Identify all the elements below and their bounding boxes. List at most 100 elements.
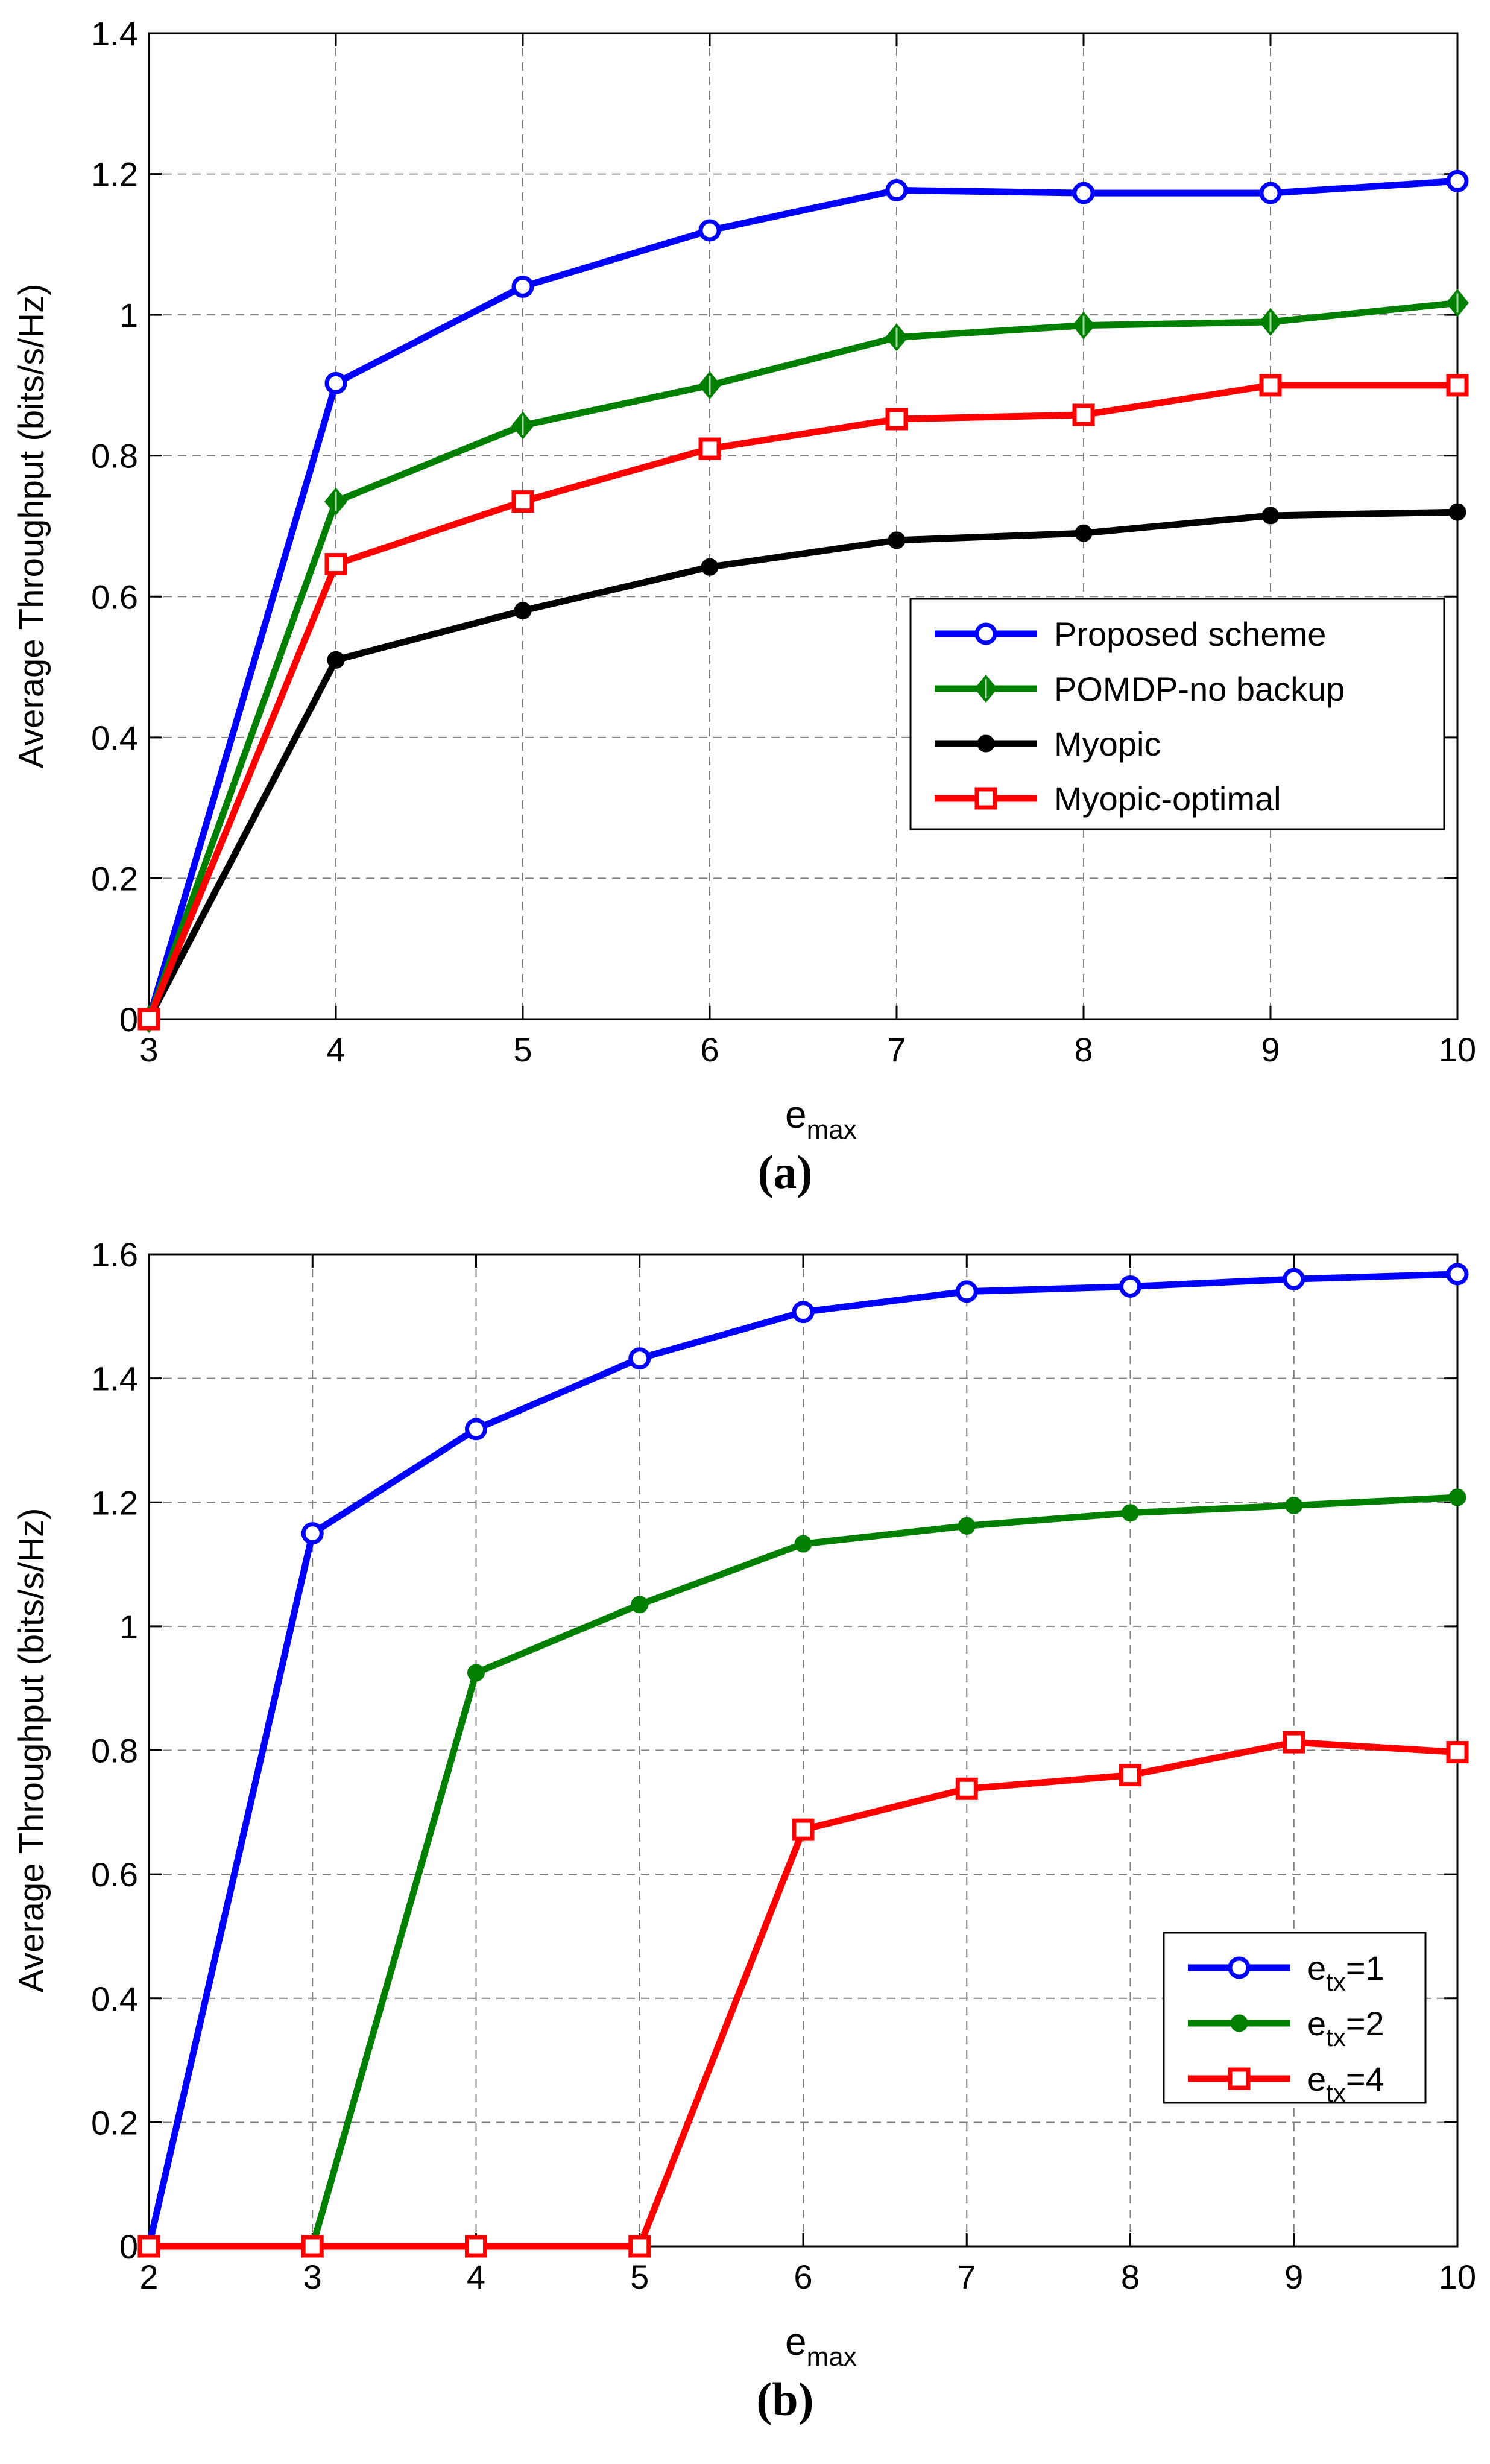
data-point	[1283, 1731, 1305, 1754]
x-tick-label: 9	[1261, 1031, 1280, 1069]
data-point	[511, 275, 534, 298]
x-tick-label: 8	[1074, 1031, 1093, 1069]
data-point	[1119, 1275, 1141, 1298]
data-point	[467, 1664, 485, 1682]
data-point	[1448, 503, 1466, 521]
legend-marker	[1228, 2067, 1251, 2090]
x-tick-label: 4	[326, 1031, 345, 1069]
x-axis-title-sub: max	[807, 2342, 857, 2372]
data-point	[955, 1777, 978, 1800]
y-tick-label: 0.6	[91, 1856, 138, 1894]
legend-marker	[977, 734, 995, 753]
panel-b: 2 3 4 5 6 7 8 9 10 0 0.2 0.4 0.6 0.8 1 1.2 1.4 1.6 Average…	[12, 1236, 1476, 2425]
data-point	[327, 651, 345, 669]
series-2	[140, 1488, 1466, 2255]
data-point	[701, 558, 719, 576]
y-axis-title: Average Throughput (bits/s/Hz)	[12, 284, 51, 769]
data-point	[1446, 169, 1469, 192]
data-point	[1285, 1496, 1303, 1514]
y-tick-label: 0.8	[91, 437, 138, 475]
data-point	[301, 1522, 324, 1545]
data-point	[1259, 182, 1282, 204]
data-point	[885, 178, 908, 201]
y-tick-label: 0.2	[91, 2103, 138, 2141]
x-axis-title: emax	[785, 1093, 857, 1145]
y-tick-label: 1.6	[91, 1236, 138, 1274]
data-point	[301, 2235, 324, 2258]
panel-caption: (a)	[758, 1146, 813, 1198]
axes-frame	[148, 32, 1459, 1020]
data-point	[1259, 374, 1282, 397]
data-point	[698, 219, 721, 242]
data-point	[511, 490, 534, 513]
data-point	[1072, 182, 1095, 204]
y-tick-label: 0.4	[91, 1980, 138, 2018]
x-tick-label: 3	[139, 1031, 158, 1069]
legend-box	[909, 598, 1445, 830]
series-3	[137, 1731, 1469, 2258]
y-tick-label: 1.2	[91, 1483, 138, 1521]
data-point	[698, 437, 721, 460]
data-point	[885, 408, 908, 431]
data-point	[1075, 524, 1093, 542]
data-point	[628, 1347, 651, 1370]
x-tick-label: 10	[1439, 2258, 1476, 2296]
data-point	[1119, 1764, 1141, 1787]
x-tick-label: 7	[958, 2258, 976, 2296]
x-tick-label: 3	[303, 2258, 322, 2296]
data-point	[1446, 374, 1469, 397]
series-line	[145, 382, 1457, 1021]
data-point	[1448, 1488, 1466, 1506]
x-tick-label: 5	[513, 1031, 532, 1069]
legend-label: Proposed scheme	[1054, 615, 1326, 653]
data-point	[628, 2235, 651, 2258]
legend-marker	[1228, 1956, 1251, 1979]
legend-marker	[1230, 2014, 1248, 2032]
data-point	[1446, 1741, 1469, 1764]
y-tick-label: 1	[119, 296, 138, 334]
data-point	[137, 1008, 160, 1031]
y-tick-label: 0	[119, 1000, 138, 1038]
x-tick-label: 8	[1121, 2258, 1140, 2296]
data-point	[631, 1596, 649, 1614]
data-point	[955, 1280, 978, 1303]
x-tick-label: 9	[1284, 2258, 1303, 2296]
data-point	[324, 371, 347, 394]
y-tick-label: 0.4	[91, 719, 138, 757]
x-tick-label: 4	[467, 2258, 485, 2296]
x-axis-title-sub: max	[807, 1115, 857, 1145]
data-point	[465, 2235, 487, 2258]
data-point	[1072, 403, 1095, 426]
series-line	[145, 299, 1458, 1020]
x-axis-title: emax	[785, 2320, 857, 2372]
x-tick-label: 10	[1439, 1031, 1476, 1069]
legend: Proposed scheme POMDP-no backup Myopic Myop…	[909, 598, 1445, 830]
legend-box	[1163, 1932, 1427, 2104]
y-tick-label: 0.8	[91, 1732, 138, 1770]
x-tick-label: 2	[139, 2258, 158, 2296]
y-tick-label: 0.2	[91, 859, 138, 897]
legend-label: Myopic	[1054, 725, 1161, 763]
data-point	[888, 531, 906, 549]
y-tick-label: 1.4	[91, 14, 138, 52]
data-point	[1122, 1504, 1139, 1522]
panel-a: 3 4 5 6 7 8 9 10 0 0.2 0.4 0.6 0.8 1 1.2 1.4 Average Thr…	[12, 14, 1476, 1198]
panel-caption: (b)	[756, 2373, 813, 2425]
y-tick-label: 1	[119, 1608, 138, 1646]
y-tick-label: 0	[119, 2228, 138, 2266]
data-point	[1261, 507, 1280, 525]
plot-area	[149, 33, 1457, 1019]
y-tick-label: 0.6	[91, 578, 138, 616]
x-tick-label: 5	[630, 2258, 649, 2296]
legend-marker	[974, 787, 997, 810]
data-point	[137, 2235, 160, 2258]
series-4	[137, 374, 1469, 1031]
data-point	[794, 1535, 812, 1553]
data-point	[1283, 1268, 1305, 1290]
x-tick-label: 7	[887, 1031, 906, 1069]
legend-label: Myopic-optimal	[1054, 780, 1281, 818]
data-point	[324, 553, 347, 576]
data-point	[1446, 1263, 1469, 1286]
